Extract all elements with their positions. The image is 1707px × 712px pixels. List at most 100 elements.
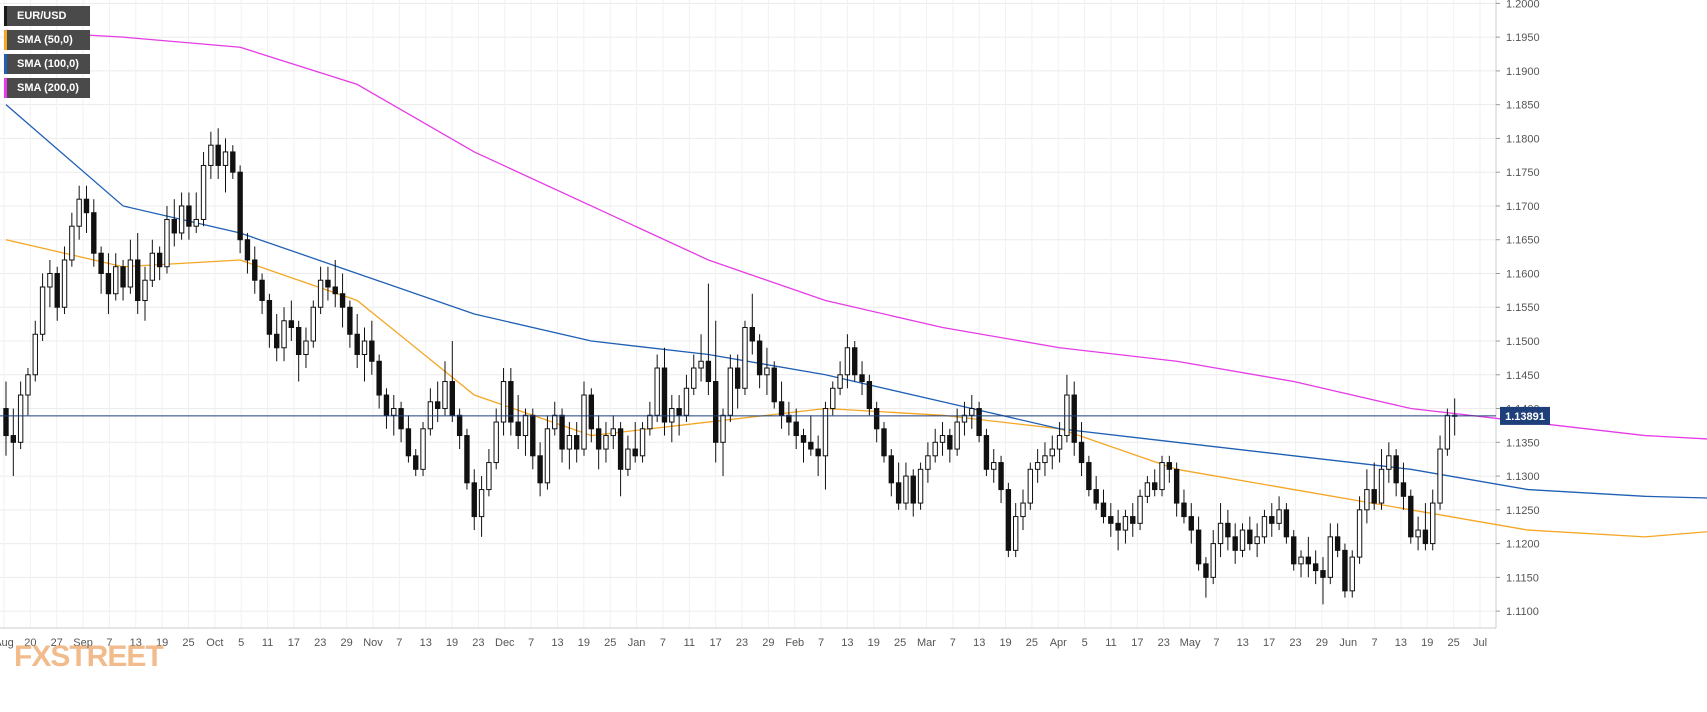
candle-body-down [413, 455, 419, 470]
candle [881, 422, 887, 463]
x-tick-label: 23 [314, 637, 326, 649]
candle-body-down [595, 428, 602, 450]
candle [1071, 381, 1077, 456]
candle [471, 469, 477, 531]
candle-body-up [1254, 536, 1260, 545]
candle-body-up [939, 435, 946, 443]
candle-body-down [230, 151, 236, 173]
candle [932, 428, 938, 463]
candle [259, 273, 265, 314]
x-tick-label: 29 [1316, 637, 1328, 649]
candle-body-down [1334, 536, 1341, 551]
sma-200-line [5, 29, 1707, 440]
candle [83, 185, 90, 233]
candle [654, 354, 660, 423]
candle-body-up [1349, 556, 1355, 592]
x-tick-label: Jul [1473, 637, 1487, 649]
candle [925, 442, 931, 483]
x-tick-label: Nov [363, 637, 383, 649]
candle [764, 347, 770, 396]
candle-body-up [76, 198, 82, 227]
x-tick-label: 29 [341, 637, 353, 649]
x-tick-label: 11 [1105, 637, 1116, 649]
candle [325, 266, 331, 301]
candle-body-down [632, 448, 638, 457]
x-tick-label: 23 [1158, 637, 1170, 649]
candle-body-up [361, 340, 368, 356]
candle-body-down [1078, 441, 1085, 464]
candle-body-up [1027, 468, 1034, 504]
x-tick-label: 20 [24, 637, 36, 649]
candle [1137, 489, 1143, 531]
candle-body-down [1108, 516, 1114, 524]
x-tick-label: Mar [917, 637, 936, 649]
candle [98, 246, 104, 294]
candle-body-down [464, 435, 470, 484]
candle-body-up [1210, 543, 1216, 578]
x-tick-label: 19 [999, 637, 1011, 649]
legend-label: SMA (200,0) [17, 82, 79, 94]
candle [420, 422, 426, 477]
candle [632, 422, 638, 463]
legend-item-sma-50[interactable]: SMA (50,0) [4, 30, 90, 50]
candle-body-up [1430, 502, 1436, 545]
x-tick-label: 25 [894, 637, 906, 649]
y-tick-label: 1.1550 [1506, 302, 1540, 314]
x-tick-label: 17 [1263, 637, 1275, 649]
candle [1349, 550, 1355, 598]
candle-body-down [1393, 455, 1399, 484]
candle [991, 449, 997, 483]
candle-body-down [1152, 482, 1158, 491]
candle [10, 408, 17, 477]
candle [866, 374, 873, 416]
y-tick-label: 1.1300 [1506, 471, 1540, 483]
legend-item-sma-100[interactable]: SMA (100,0) [4, 54, 90, 74]
candle [1034, 449, 1041, 483]
candle [39, 273, 46, 342]
legend-swatch [4, 6, 7, 26]
candle [910, 469, 916, 517]
candle [676, 395, 682, 436]
candle-body-up [1049, 448, 1055, 457]
candle [135, 232, 141, 314]
x-tick-label: 7 [106, 637, 112, 649]
candle [1020, 489, 1026, 531]
candle-body-down [171, 218, 177, 234]
candle-body-up [917, 468, 924, 504]
candle [1232, 523, 1238, 564]
candle [208, 131, 214, 179]
x-tick-label: 19 [578, 637, 590, 649]
candle-body-up [222, 151, 229, 166]
candle-body-up [303, 340, 309, 356]
candle-body-up [200, 164, 207, 220]
candle-body-up [1386, 455, 1392, 470]
candle-body-up [822, 408, 829, 457]
candle-body-down [274, 333, 280, 349]
candle [566, 422, 573, 470]
candle-body-up [720, 414, 726, 443]
candle [376, 354, 382, 409]
candle [1159, 455, 1165, 497]
candle [361, 327, 368, 382]
candle-body-up [1415, 529, 1421, 538]
candle-body-up [69, 225, 75, 261]
candle-body-up [427, 401, 434, 430]
candle [749, 293, 755, 355]
candle [434, 381, 441, 423]
legend-item-eurusd[interactable]: EUR/USD [4, 6, 90, 26]
candle [1261, 509, 1268, 544]
candle-body-down [705, 360, 712, 383]
y-tick-label: 1.1950 [1506, 32, 1540, 44]
legend-item-sma-200[interactable]: SMA (200,0) [4, 78, 90, 98]
candle [815, 435, 821, 477]
current-price-label: 1.13891 [1505, 411, 1545, 423]
candle [398, 401, 404, 443]
candles[interactable] [3, 128, 1458, 605]
candle-body-up [310, 306, 316, 342]
candle [500, 368, 507, 436]
x-tick-label: 25 [1448, 637, 1460, 649]
candle-body-down [288, 320, 295, 329]
candle [1181, 489, 1187, 524]
candle-body-down [156, 252, 163, 268]
